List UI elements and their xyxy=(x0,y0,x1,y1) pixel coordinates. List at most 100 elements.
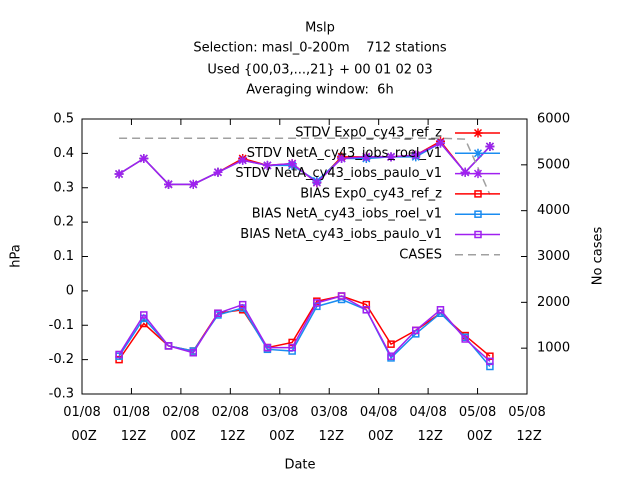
marker-square xyxy=(486,352,494,360)
data-point xyxy=(436,306,445,314)
marker-star xyxy=(114,169,124,179)
y2-tick-label: 3000 xyxy=(537,249,570,264)
subtitle: Used {00,03,...,21} + 00 01 02 03 xyxy=(207,63,432,78)
legend-label: STDV NetA_cy43_iobs_paulo_v1 xyxy=(235,166,442,181)
marker-star xyxy=(473,148,483,158)
y2-axis-label: No cases xyxy=(591,227,606,286)
data-point xyxy=(362,306,371,314)
legend-label: BIAS Exp0_cy43_ref_z xyxy=(300,186,442,201)
marker-square xyxy=(189,349,197,357)
marker-star xyxy=(287,159,297,169)
x-tick-label: 05/08 12Z xyxy=(508,405,545,444)
series-line xyxy=(119,137,491,195)
marker-square xyxy=(387,340,395,348)
marker-star xyxy=(473,169,483,179)
marker-square xyxy=(115,350,123,359)
x-axis-label: Date xyxy=(284,458,315,473)
legend-label: BIAS NetA_cy43_iobs_paulo_v1 xyxy=(240,227,442,242)
x-tick-label: 04/08 00Z xyxy=(360,405,397,444)
data-point xyxy=(139,154,149,164)
marker-star xyxy=(164,179,174,189)
data-point xyxy=(263,343,272,352)
data-point xyxy=(115,350,123,359)
data-point xyxy=(435,138,445,148)
y-axis-label: hPa xyxy=(9,244,24,267)
data-point xyxy=(362,300,371,309)
series-line xyxy=(118,142,491,186)
y2-tick-label: 6000 xyxy=(537,112,570,127)
series-line xyxy=(118,298,491,367)
marker-square xyxy=(412,326,420,335)
marker-square xyxy=(140,311,148,319)
data-point xyxy=(474,230,482,239)
marker-square xyxy=(337,292,346,300)
marker-square xyxy=(214,309,222,317)
x-tick-label: 01/08 12Z xyxy=(113,405,150,444)
data-point xyxy=(214,309,222,317)
data-point xyxy=(164,179,174,189)
marker-star xyxy=(485,142,495,151)
legend-label: STDV Exp0_cy43_ref_z xyxy=(295,126,442,141)
marker-star xyxy=(473,128,483,138)
marker-square xyxy=(362,300,371,309)
y-tick-label: 0.3 xyxy=(53,180,74,195)
data-point xyxy=(337,292,346,300)
data-point xyxy=(387,340,395,348)
x-tick-label: 03/08 12Z xyxy=(310,405,347,444)
y-tick-label: 0.1 xyxy=(53,249,74,264)
data-point xyxy=(164,342,173,350)
legend-label: STDV NetA_cy43_iobs_roel_v1 xyxy=(247,146,442,161)
marker-star xyxy=(238,155,248,165)
data-point xyxy=(473,148,483,158)
x-tick-label: 05/08 00Z xyxy=(459,405,496,444)
data-point xyxy=(386,152,396,162)
y-tick-label: 0.4 xyxy=(53,146,74,161)
data-point xyxy=(312,178,322,188)
marker-square xyxy=(164,342,173,350)
subtitle: Selection: masl_0-200m 712 stations xyxy=(193,41,447,56)
legend-label: BIAS NetA_cy43_iobs_roel_v1 xyxy=(252,207,442,222)
data-point xyxy=(140,311,148,319)
x-tick-label: 03/08 00Z xyxy=(261,405,298,444)
marker-square xyxy=(486,357,494,366)
y-tick-label: -0.1 xyxy=(49,318,74,333)
y2-tick-label: 2000 xyxy=(537,295,570,310)
marker-square xyxy=(474,190,482,198)
y-tick-label: -0.3 xyxy=(49,387,74,402)
marker-square xyxy=(288,343,296,352)
data-point xyxy=(238,300,247,309)
y2-tick-label: 5000 xyxy=(537,157,570,172)
data-point xyxy=(474,190,482,198)
marker-square xyxy=(238,300,247,309)
data-point xyxy=(287,159,297,169)
y-tick-label: 0.2 xyxy=(53,215,74,230)
x-tick-label: 01/08 00Z xyxy=(63,405,100,444)
marker-square xyxy=(474,230,482,239)
marker-star xyxy=(213,167,223,177)
data-point xyxy=(486,362,494,371)
subtitle: Averaging window: 6h xyxy=(246,83,393,98)
y2-tick-label: 1000 xyxy=(537,341,570,356)
data-point xyxy=(485,142,495,151)
data-point xyxy=(238,155,248,165)
data-point xyxy=(486,357,494,366)
x-tick-label: 02/08 00Z xyxy=(162,405,199,444)
marker-star xyxy=(312,178,322,188)
data-point xyxy=(473,128,483,138)
marker-square xyxy=(474,210,482,218)
data-point xyxy=(213,167,223,177)
data-point xyxy=(313,299,321,307)
data-point xyxy=(411,150,421,160)
marker-star xyxy=(139,154,149,164)
marker-star xyxy=(411,150,421,160)
data-point xyxy=(188,179,198,189)
marker-star xyxy=(262,160,272,170)
data-point xyxy=(474,210,482,218)
data-point xyxy=(288,343,296,352)
y-tick-label: -0.2 xyxy=(49,352,74,367)
marker-square xyxy=(461,335,469,343)
data-point xyxy=(361,152,371,162)
chart-title: Mslp xyxy=(305,21,335,36)
marker-star xyxy=(386,152,396,162)
